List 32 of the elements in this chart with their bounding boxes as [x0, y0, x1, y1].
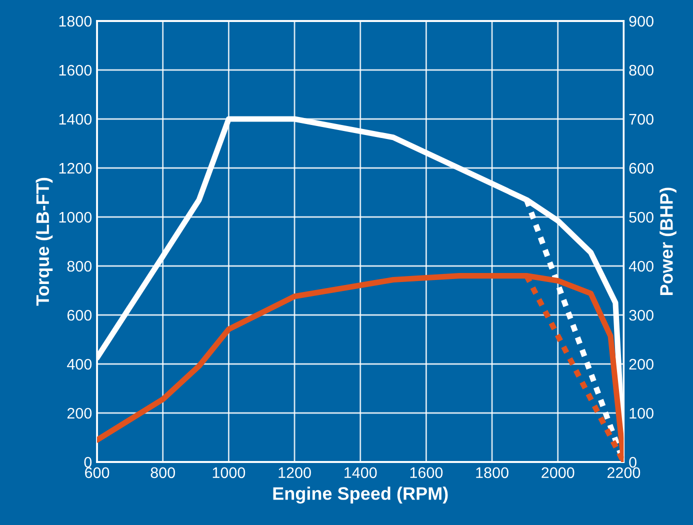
y2-tick-label: 900: [629, 16, 654, 27]
y2-tick-label: 600: [629, 162, 654, 174]
y-tick-label: 800: [67, 260, 92, 272]
y2-tick-label: 300: [629, 310, 654, 321]
x-axis-title: Engine Speed (RPM): [273, 486, 448, 504]
y-tick-label: 1800: [59, 16, 92, 27]
x-tick-label: 2200: [607, 467, 640, 478]
x-tick-label: 1600: [410, 467, 443, 478]
y-tick-label: 1400: [59, 114, 92, 125]
y-tick-label: 1200: [59, 162, 92, 174]
y-tick-label: 400: [67, 358, 92, 370]
y2-axis-title: Power (BHP): [660, 188, 676, 295]
y2-tick-label: 100: [630, 408, 654, 419]
y-tick-label: 1600: [59, 64, 92, 76]
x-tick-label: 600: [85, 467, 110, 478]
y2-tick-label: 800: [629, 64, 654, 76]
x-tick-label: 1000: [212, 467, 246, 478]
y-tick-label: 200: [67, 408, 92, 419]
y2-tick-label: 400: [628, 260, 654, 272]
y-axis-title: Torque (LB-FT): [36, 178, 53, 306]
y-tick-label: 0: [84, 456, 92, 468]
x-tick-label: 800: [150, 467, 176, 478]
x-tick-label: 1400: [344, 467, 377, 478]
x-tick-label: 1200: [278, 467, 311, 478]
x-tick-label: 1800: [476, 467, 508, 478]
y2-tick-label: 700: [629, 114, 654, 125]
y2-tick-label: 500: [629, 212, 654, 223]
y-tick-label: 600: [67, 310, 92, 321]
x-tick-label: 2000: [542, 467, 574, 478]
y2-tick-label: 200: [629, 358, 654, 370]
y-tick-label: 1000: [59, 212, 92, 223]
y2-tick-label: 0: [629, 456, 636, 468]
